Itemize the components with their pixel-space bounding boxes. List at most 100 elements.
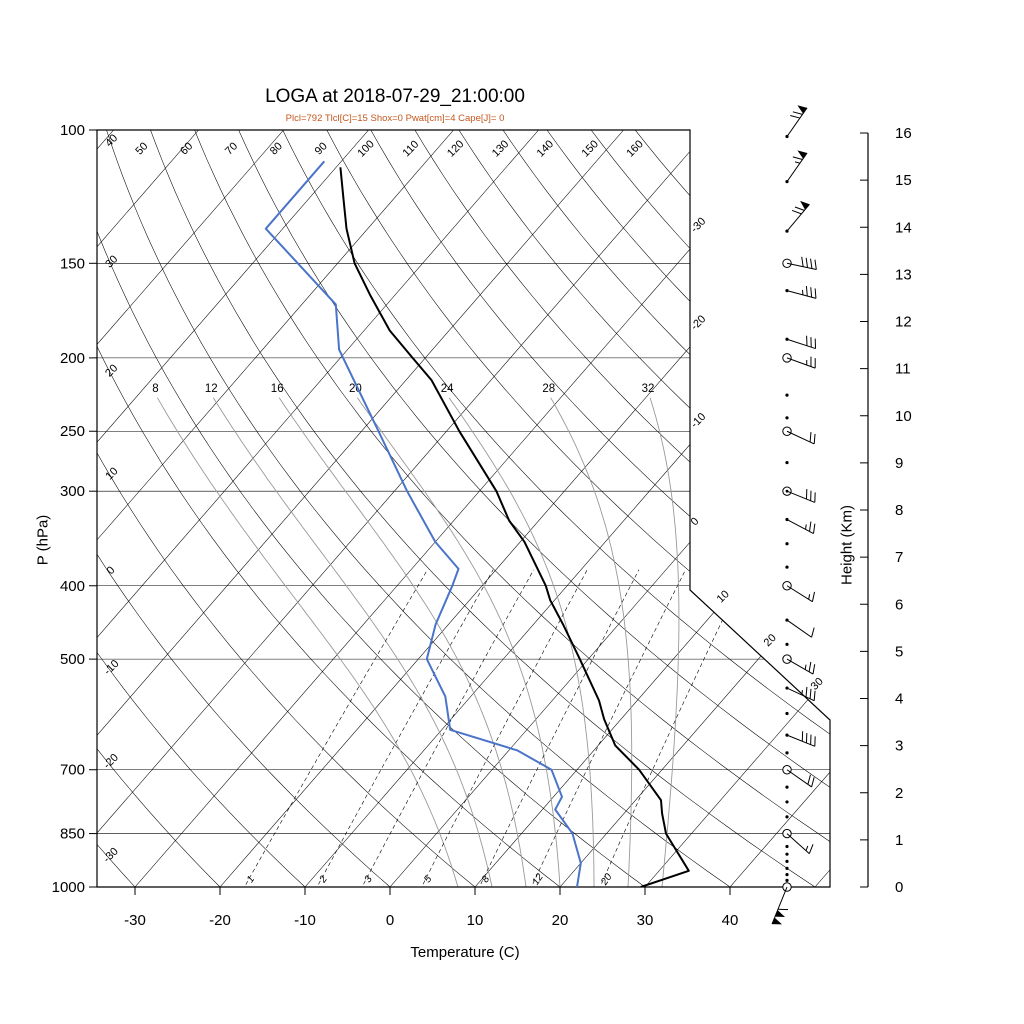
isotherm-step-label: 20 — [762, 632, 779, 649]
pressure-tick-label: 200 — [60, 350, 85, 367]
wind-level-dot — [785, 393, 789, 397]
dry-adiabat-line — [97, 130, 150, 887]
dry-adiabat-left-label: -30 — [101, 846, 121, 866]
mixing-ratio-line — [353, 569, 534, 887]
dry-adiabat-left-label: -20 — [101, 752, 121, 772]
wind-barb-staff — [771, 886, 788, 925]
mixing-ratio-label: 1 — [245, 874, 257, 885]
mixing-ratio-line — [523, 569, 686, 887]
isotherm-line — [97, 130, 624, 887]
pressure-tick-label: 700 — [60, 762, 85, 779]
isotherm-line — [644, 130, 830, 887]
wind-barb-staff — [786, 619, 812, 638]
temperature-tick-label: 10 — [467, 912, 484, 929]
moist-adiabat-label: 12 — [205, 383, 218, 395]
moist-adiabat-labels: 8 12 16 20 24 28 32 — [152, 383, 654, 395]
wind-barb-full-tick — [808, 661, 812, 672]
temperature-tick-label: -10 — [294, 912, 316, 929]
wind-level-dot — [785, 642, 789, 646]
dry-adiabat-line — [238, 130, 830, 887]
height-tick-label: 6 — [895, 596, 903, 613]
isotherm-line — [474, 130, 830, 887]
dry-adiabat-line — [370, 130, 830, 887]
dry-adiabat-line — [97, 130, 580, 887]
wind-barb-pennant — [797, 105, 808, 114]
moist-adiabat-line — [357, 397, 562, 887]
wind-barb-full-tick — [809, 432, 812, 443]
dry-adiabat-top-label: 90 — [313, 140, 330, 157]
height-tick-label: 14 — [895, 219, 912, 236]
wind-barb-staff — [786, 152, 808, 182]
wind-level-dot — [785, 785, 789, 789]
wind-barb-full-tick — [809, 688, 812, 699]
isotherm-line — [97, 130, 454, 887]
pressure-tick-label: 300 — [60, 483, 85, 500]
pressure-tick-label: 250 — [60, 423, 85, 440]
wind-barb-full-tick — [805, 286, 808, 297]
wind-level-dot — [785, 873, 789, 877]
wind-level-dot — [785, 859, 789, 863]
dry-adiabat-line — [97, 130, 667, 887]
isotherm-line — [304, 130, 830, 887]
dry-adiabat-left-label: 40 — [103, 132, 120, 149]
dry-adiabat-line — [590, 130, 830, 887]
pressure-tick-label: 850 — [60, 826, 85, 843]
height-tick-label: 8 — [895, 502, 903, 519]
wind-barb-full-tick — [801, 256, 804, 267]
height-tick-label: 2 — [895, 785, 903, 802]
height-tick-label: 12 — [895, 314, 912, 331]
temperature-tick-label: -20 — [209, 912, 231, 929]
height-tick-label: 13 — [895, 266, 912, 283]
isotherm-line — [97, 130, 284, 887]
wind-barb-full-tick — [794, 206, 805, 211]
dry-adiabat-line — [106, 130, 753, 887]
dry-adiabat-top-label: 60 — [178, 140, 195, 157]
wind-barb-full-tick — [811, 627, 815, 638]
dry-adiabat-line — [458, 130, 830, 887]
wind-barb-staff — [786, 107, 808, 137]
mixing-ratio-label: 5 — [422, 874, 434, 885]
temperature-tick-label: -30 — [124, 912, 146, 929]
wind-barb-pennant — [797, 150, 808, 159]
dry-adiabat-top-label: 140 — [535, 138, 556, 159]
isotherm-right-label: -20 — [689, 313, 709, 333]
pressure-tick-label: 1000 — [52, 879, 85, 896]
mixing-ratio-label: 3 — [363, 874, 375, 885]
sounding-profiles — [264, 160, 690, 887]
isobar-lines — [97, 130, 830, 887]
wind-level-dot — [785, 416, 789, 420]
dry-adiabat-top-label: 110 — [400, 138, 421, 159]
isotherm-line — [729, 130, 830, 887]
height-tick-label: 11 — [895, 361, 911, 378]
wind-level-dot — [785, 542, 789, 546]
dry-adiabat-top-label: 130 — [490, 138, 511, 159]
mixing-ratio-label: 12 — [530, 871, 546, 887]
wind-barb-full-tick — [808, 844, 814, 854]
wind-barb-staff — [786, 203, 810, 232]
wind-barb-half-tick — [805, 845, 809, 851]
mixing-ratio-line — [308, 569, 494, 887]
dry-adiabat-top-label: 50 — [133, 140, 150, 157]
pressure-tick-label: 150 — [60, 255, 85, 272]
mixing-ratio-line — [471, 569, 640, 887]
wind-level-dot — [785, 711, 789, 716]
wind-level-dot — [785, 460, 789, 465]
wind-level-dot — [785, 866, 789, 871]
wind-level-dot — [785, 844, 789, 849]
wind-barb-pennant — [772, 917, 783, 925]
wind-barb-full-tick — [791, 209, 802, 215]
dry-adiabat-left-label: -10 — [102, 658, 122, 678]
moist-adiabat-line — [212, 397, 496, 887]
dry-adiabat-top-label: 120 — [445, 138, 466, 159]
isotherm-lines — [97, 130, 830, 887]
moist-adiabat-label: 16 — [271, 383, 284, 395]
wind-barb-full-tick — [805, 257, 809, 268]
dry-adiabat-top-label: 70 — [223, 140, 240, 157]
moist-adiabat-line — [550, 397, 633, 887]
mixing-ratio-label: 20 — [599, 871, 615, 888]
wind-barb-half-tick — [804, 664, 807, 670]
temperature-tick-label: 0 — [386, 912, 394, 929]
